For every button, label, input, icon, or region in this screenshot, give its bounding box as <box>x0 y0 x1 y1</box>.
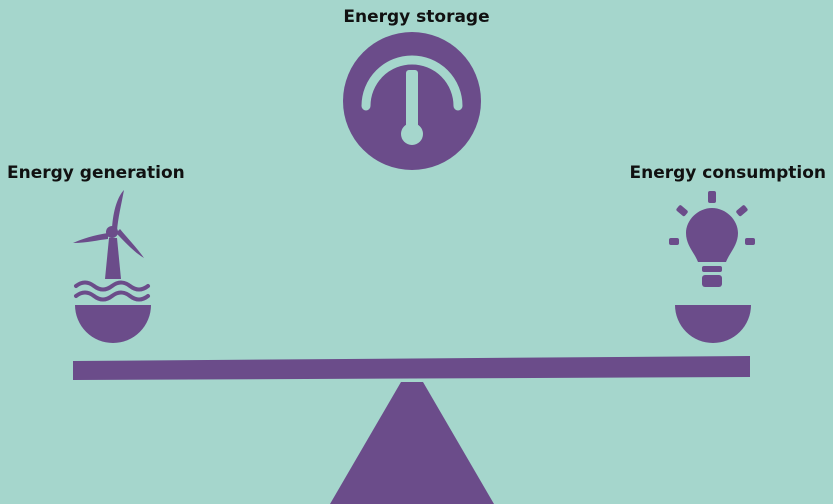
seesaw-beam <box>73 356 750 380</box>
waves-icon <box>74 280 150 302</box>
energy-generation-label: Energy generation <box>7 163 185 183</box>
seesaw-fulcrum <box>330 382 494 504</box>
gauge-icon <box>343 32 481 170</box>
right-pan-icon <box>675 305 751 343</box>
energy-storage-label: Energy storage <box>343 7 490 27</box>
light-bulb-icon <box>669 191 755 287</box>
energy-consumption-label: Energy consumption <box>629 163 827 183</box>
left-pan-icon <box>75 305 151 343</box>
wind-turbine-icon <box>73 190 144 279</box>
